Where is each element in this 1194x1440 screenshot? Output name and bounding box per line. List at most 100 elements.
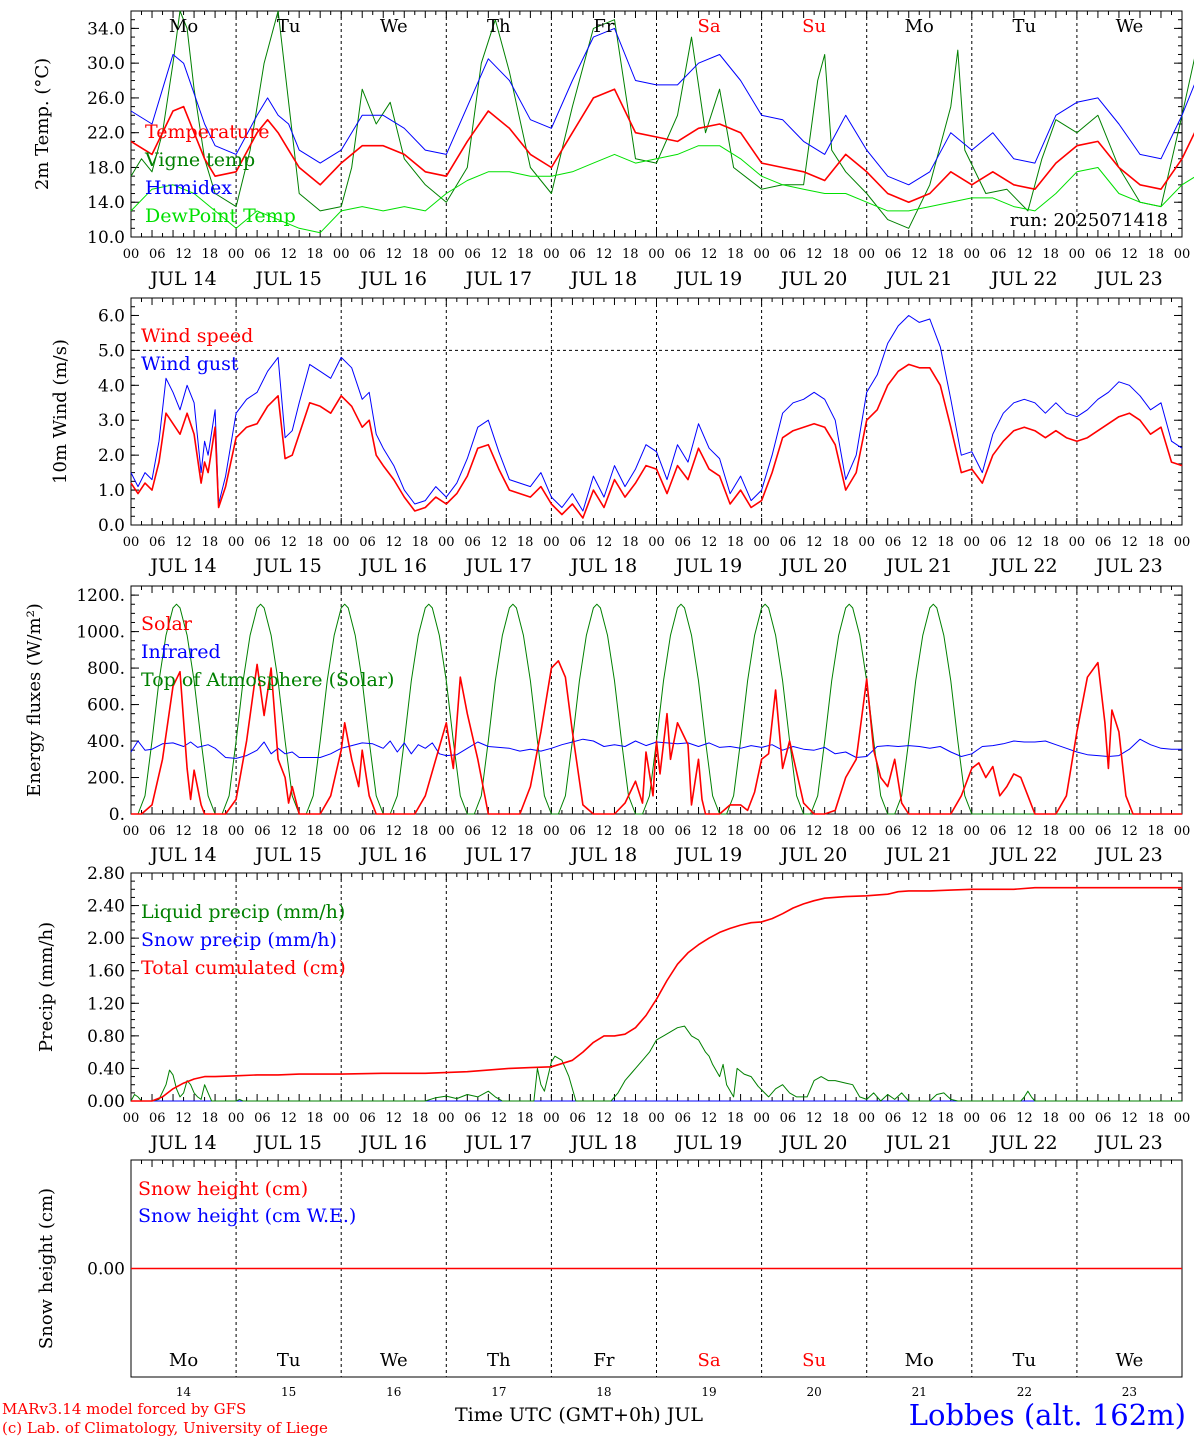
y-tick-label: 1.60 bbox=[87, 962, 125, 982]
series-line-temperature bbox=[130, 88, 1194, 203]
hour-label: 12 bbox=[596, 535, 613, 550]
hour-label: 00 bbox=[753, 824, 770, 839]
date-label: JUL 23 bbox=[1094, 555, 1162, 577]
hour-label: 18 bbox=[412, 535, 429, 550]
hour-label: 06 bbox=[569, 247, 586, 262]
date-label: JUL 19 bbox=[674, 844, 742, 866]
date-label: JUL 21 bbox=[884, 268, 952, 290]
hour-label: 00 bbox=[1069, 247, 1086, 262]
hour-label: 06 bbox=[254, 247, 271, 262]
date-label: JUL 15 bbox=[253, 844, 321, 866]
date-label: JUL 18 bbox=[569, 268, 637, 290]
hour-label: 18 bbox=[1147, 824, 1164, 839]
hour-label: 18 bbox=[307, 1111, 324, 1126]
date-label: JUL 22 bbox=[989, 555, 1057, 577]
y-axis-label: 10m Wind (m/s) bbox=[50, 339, 71, 484]
hour-label: 18 bbox=[202, 824, 219, 839]
hour-label: 00 bbox=[438, 247, 455, 262]
hour-label: 00 bbox=[543, 1111, 560, 1126]
date-label: JUL 23 bbox=[1094, 844, 1162, 866]
y-tick-label: 4.0 bbox=[98, 376, 125, 396]
hour-label: 06 bbox=[359, 247, 376, 262]
y-axis-label: Snow height (cm) bbox=[36, 1188, 57, 1349]
hour-label: 18 bbox=[1147, 1111, 1164, 1126]
date-label: JUL 15 bbox=[253, 1132, 321, 1154]
hour-label: 06 bbox=[990, 824, 1007, 839]
y-tick-label: 2.0 bbox=[98, 446, 125, 466]
weekday-label: We bbox=[1116, 16, 1144, 37]
hour-label: 12 bbox=[280, 535, 297, 550]
hour-label: 18 bbox=[727, 535, 744, 550]
y-tick-label: 5.0 bbox=[98, 341, 125, 361]
hour-label: 12 bbox=[1121, 247, 1138, 262]
hour-label: 12 bbox=[911, 247, 928, 262]
date-label: JUL 18 bbox=[569, 1132, 637, 1154]
weekday-label: Mo bbox=[169, 16, 198, 37]
hour-label: 18 bbox=[307, 247, 324, 262]
hour-label: 00 bbox=[543, 824, 560, 839]
day-number-label: 23 bbox=[1122, 1385, 1137, 1399]
series-line-total-cumulated-cm- bbox=[131, 886, 1182, 1102]
hour-label: 18 bbox=[307, 535, 324, 550]
hour-label: 12 bbox=[385, 535, 402, 550]
hour-label: 12 bbox=[806, 1111, 823, 1126]
hour-label: 00 bbox=[228, 1111, 245, 1126]
hour-label: 18 bbox=[937, 1111, 954, 1126]
hour-label: 06 bbox=[885, 535, 902, 550]
hour-label: 00 bbox=[1174, 247, 1191, 262]
y-tick-label: 0.40 bbox=[87, 1059, 125, 1079]
hour-label: 06 bbox=[1095, 824, 1112, 839]
date-label: JUL 19 bbox=[674, 1132, 742, 1154]
y-tick-label: 22.0 bbox=[87, 124, 125, 144]
weekday-label: Sa bbox=[698, 16, 721, 37]
hour-label: 12 bbox=[1016, 824, 1033, 839]
hour-label: 00 bbox=[333, 535, 350, 550]
hour-label: 00 bbox=[858, 824, 875, 839]
hour-label: 06 bbox=[990, 247, 1007, 262]
series-line-dewpoint-temp bbox=[130, 145, 1194, 234]
legend-entry: Humidex bbox=[145, 177, 232, 199]
legend-entry: Snow height (cm W.E.) bbox=[138, 1205, 356, 1227]
hour-label: 06 bbox=[569, 824, 586, 839]
date-label: JUL 22 bbox=[989, 844, 1057, 866]
y-tick-label: 30.0 bbox=[87, 54, 125, 74]
series-line-top-of-atmosphere-solar- bbox=[131, 603, 1182, 815]
hour-label: 00 bbox=[964, 824, 981, 839]
hour-label: 00 bbox=[123, 1111, 140, 1126]
hour-label: 06 bbox=[990, 1111, 1007, 1126]
y-tick-label: 0.00 bbox=[87, 1260, 125, 1280]
hour-label: 06 bbox=[675, 1111, 692, 1126]
y-tick-label: 400. bbox=[87, 732, 125, 752]
date-label: JUL 15 bbox=[253, 268, 321, 290]
hour-label: 06 bbox=[569, 1111, 586, 1126]
date-label: JUL 17 bbox=[464, 555, 532, 577]
hour-label: 06 bbox=[149, 824, 166, 839]
hour-label: 06 bbox=[885, 247, 902, 262]
date-label: JUL 14 bbox=[148, 1132, 216, 1154]
hour-label: 18 bbox=[622, 247, 639, 262]
date-label: JUL 21 bbox=[884, 844, 952, 866]
hour-label: 18 bbox=[517, 824, 534, 839]
hour-label: 06 bbox=[780, 824, 797, 839]
hour-label: 00 bbox=[123, 824, 140, 839]
weekday-label: We bbox=[380, 16, 408, 37]
legend-entry: Solar bbox=[141, 613, 193, 635]
y-tick-label: 800. bbox=[87, 659, 125, 679]
model-credit-text: MARv3.14 model forced by GFS bbox=[2, 1400, 247, 1418]
legend-entry: DewPoint Temp bbox=[145, 205, 296, 227]
y-tick-label: 0.0 bbox=[98, 516, 125, 536]
hour-label: 06 bbox=[464, 1111, 481, 1126]
date-label: JUL 17 bbox=[464, 1132, 532, 1154]
weekday-label: Su bbox=[802, 16, 826, 37]
hour-label: 18 bbox=[1042, 247, 1059, 262]
legend-entry: Temperature bbox=[145, 121, 269, 143]
hour-label: 18 bbox=[1147, 535, 1164, 550]
date-label: JUL 16 bbox=[359, 555, 427, 577]
hour-label: 18 bbox=[622, 535, 639, 550]
hour-label: 00 bbox=[753, 247, 770, 262]
legend-entry: Wind gust bbox=[141, 353, 239, 375]
day-number-label: 22 bbox=[1017, 1385, 1032, 1399]
weekday-label: Th bbox=[487, 16, 511, 37]
hour-label: 00 bbox=[1174, 1111, 1191, 1126]
weekday-label: Fr bbox=[593, 16, 614, 37]
